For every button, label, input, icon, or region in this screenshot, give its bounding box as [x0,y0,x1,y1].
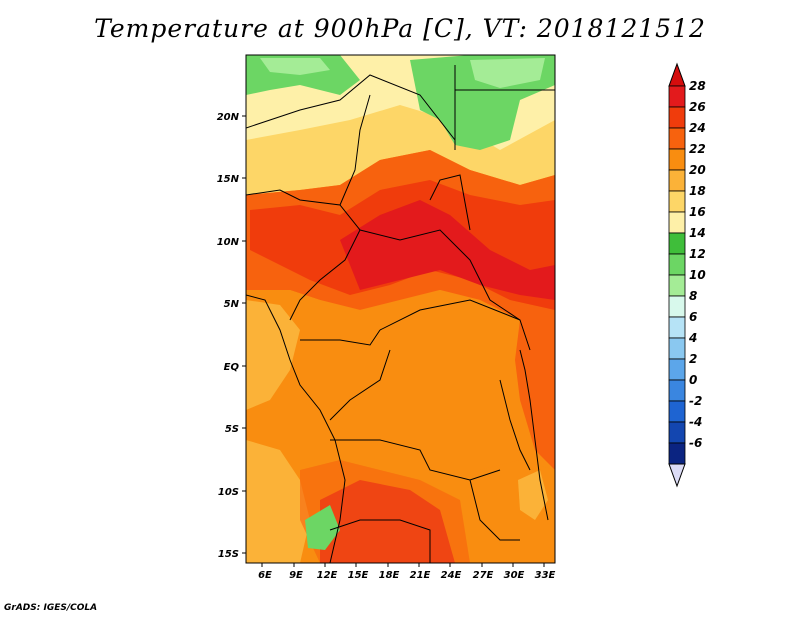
border-sudan [429,174,471,231]
lon-label: 6E [258,570,272,581]
border-sahara-north [246,74,456,141]
colorbar-label: 4 [688,331,697,345]
lat-label: 10N [217,237,240,248]
field-green-ne-light [470,58,545,88]
map-frame [245,54,556,564]
lon-label: 15E [348,570,369,581]
field-coast-cool [246,300,300,410]
lon-label: 30E [504,570,525,581]
colorbar-swatch [668,127,686,150]
colorbar-label: 12 [689,247,706,261]
lon-label: 24E [441,570,462,581]
border-namibia [329,519,431,563]
colorbar-top-arrow [668,62,686,87]
coastline-west [246,294,346,563]
map-borders [246,65,555,563]
field-green-sw [305,505,340,550]
colorbar-swatch [668,253,686,276]
lon-label: 27E [473,570,494,581]
colorbar-label: 24 [689,121,706,135]
field-southwest [246,440,310,563]
colorbar-swatch [668,400,686,423]
coastline-east-lakes [519,349,549,521]
lat-label: 5S [225,424,239,435]
colorbar-swatch [668,85,686,108]
lat-label: 15N [217,174,240,185]
colorbar-label: 18 [689,184,706,198]
colorbar-swatch [668,337,686,360]
border-drc-west [329,349,391,421]
border-egypt-sudan [454,65,555,150]
border-drc-north [379,299,531,351]
lat-label: 20N [217,112,240,123]
colorbar-swatch [668,169,686,192]
border-gabon [300,329,381,346]
colorbar-label: 28 [689,79,706,93]
colorbar-label: 20 [689,163,706,177]
colorbar-label: 2 [689,352,697,366]
colorbar-label: -6 [689,436,702,450]
colorbar-swatch [668,106,686,129]
lat-labels: 20N 15N 10N 5N EQ 5S 10S 15S [217,112,240,560]
colorbar-label: -4 [689,415,702,429]
colorbar-swatch [668,190,686,213]
grads-credit: GrADS: IGES/COLA [4,603,98,613]
colorbar-label: -2 [689,394,702,408]
lon-label: 18E [379,570,400,581]
lon-label: 21E [410,570,431,581]
colorbar-swatch [668,379,686,402]
colorbar-swatch [668,232,686,255]
temperature-field [246,55,555,563]
lat-label: EQ [224,362,240,373]
colorbar-label: 22 [689,142,706,156]
map-title: Temperature at 900hPa [C], VT: 201812151… [94,14,706,43]
border-niger-chad [339,94,371,206]
field-sahel-hottest [340,200,555,300]
colorbar-bottom-arrow [668,463,686,488]
colorbar-swatch [668,148,686,171]
border-east-lakes [499,379,531,471]
colorbar-swatch [668,274,686,297]
border-angola [330,439,501,481]
colorbar-swatch [668,442,686,465]
colorbar-swatch [668,316,686,339]
colorbar-label: 14 [689,226,706,240]
colorbar-swatch [668,358,686,381]
colorbar-swatch [668,295,686,318]
colorbar-label: 10 [689,268,706,282]
lon-label: 33E [535,570,556,581]
lon-labels: 6E 9E 12E 15E 18E 21E 24E 27E 30E 33E [258,570,555,581]
colorbar-label: 16 [689,205,706,219]
colorbar-swatch [668,421,686,444]
colorbar-label: 8 [689,289,697,303]
colorbar-label: 26 [689,100,706,114]
lon-label: 12E [317,570,338,581]
colorbar-label: 0 [689,373,697,387]
colorbar-swatch [668,211,686,234]
field-south-warm [300,460,470,563]
border-zambia [469,479,520,541]
colorbar-label: 6 [689,310,697,324]
field-east-warm [515,320,555,470]
lat-label: 5N [224,299,240,310]
lat-label: 15S [218,549,239,560]
lat-label: 10S [218,487,239,498]
field-green-nw-light [260,58,330,75]
border-car [359,229,521,321]
field-central [246,290,555,470]
axis-ticks [242,115,545,567]
lon-label: 9E [289,570,303,581]
